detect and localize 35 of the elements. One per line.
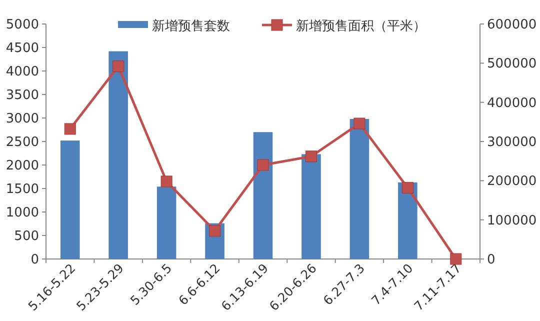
y-tick-label: 4500	[6, 41, 39, 56]
bar	[302, 154, 321, 259]
point	[64, 123, 76, 135]
point	[354, 118, 366, 130]
legend-label: 新增预售套数	[152, 19, 230, 34]
y-tick-label: 1000	[6, 206, 39, 220]
y-tick-label: 2000	[6, 158, 39, 174]
y-tick-label: 2500	[6, 135, 39, 150]
y-tick-label: 500	[14, 229, 39, 244]
y-tick-label: 5000	[6, 18, 39, 32]
y-tick-label: 3500	[6, 88, 39, 103]
y2-tick-label: 600000	[487, 18, 537, 32]
y2-tick-label: 100000	[487, 213, 537, 228]
bar	[108, 51, 128, 259]
point	[305, 150, 317, 162]
y-tick-label: 0	[30, 252, 39, 268]
y2-tick-label: 200000	[487, 174, 537, 190]
y-tick-label: 3000	[6, 112, 39, 126]
bar	[253, 132, 273, 259]
point	[112, 60, 124, 72]
y-tick-label: 4000	[6, 64, 39, 80]
y-tick-label: 1500	[6, 182, 39, 197]
point	[402, 182, 414, 194]
point	[160, 176, 172, 188]
y2-tick-label: 300000	[487, 135, 537, 150]
y2-tick-label: 0	[487, 252, 496, 268]
y2-tick-label: 500000	[487, 56, 537, 72]
bar	[60, 140, 80, 259]
legend-label: 新增预售面积（平米）	[296, 19, 426, 34]
y2-tick-label: 400000	[487, 96, 537, 111]
bar	[350, 118, 370, 259]
point	[257, 159, 269, 171]
bar	[156, 186, 176, 259]
point	[209, 225, 221, 237]
point	[450, 253, 462, 265]
